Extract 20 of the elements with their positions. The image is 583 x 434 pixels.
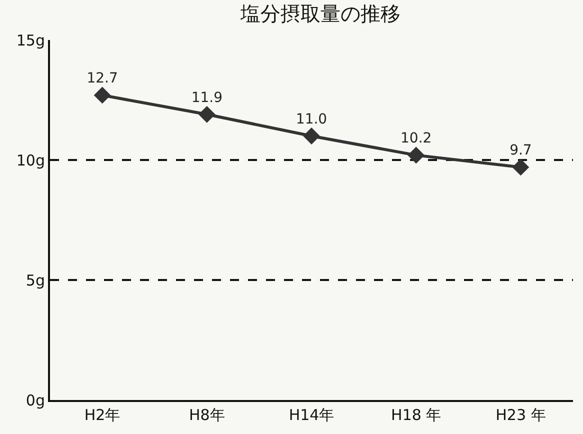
y-tick-label: 5g (26, 271, 45, 290)
x-tick-label: H2年 (84, 406, 120, 424)
data-label: 11.9 (191, 90, 222, 106)
x-tick-label: H23 年 (496, 406, 546, 424)
chart-title: 塩分摂取量の推移 (240, 2, 401, 26)
point (512, 158, 530, 176)
point (198, 106, 216, 123)
x-tick-label: H14年 (288, 406, 334, 424)
x-tick-label: H8年 (188, 406, 225, 424)
data-label: 10.2 (400, 130, 432, 147)
point (303, 128, 320, 144)
y-tick-label: 0g (26, 391, 45, 410)
x-tick-label: H18 年 (391, 406, 442, 424)
data-label: 11.0 (296, 111, 328, 128)
data-label: 12.7 (86, 70, 118, 87)
point (94, 86, 111, 104)
point (408, 146, 425, 164)
y-tick-label: 10g (16, 151, 45, 170)
data-label: 9.7 (510, 142, 532, 159)
y-tick-label: 15g (16, 31, 45, 50)
